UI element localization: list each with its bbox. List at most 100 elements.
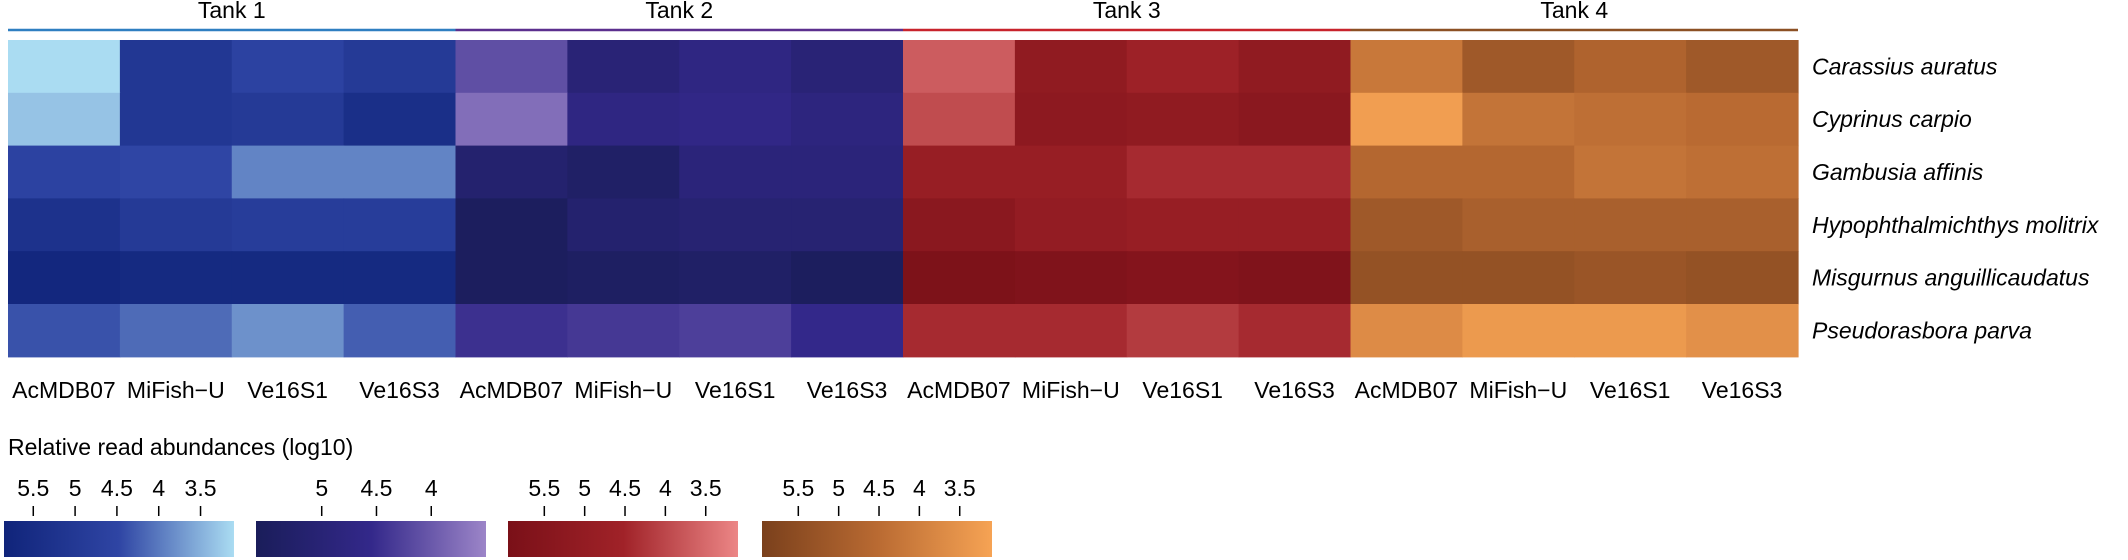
heatmap-cell bbox=[1350, 145, 1463, 199]
heatmap-cell bbox=[903, 198, 1016, 252]
heatmap-cell bbox=[1126, 304, 1240, 358]
heatmap-cell bbox=[8, 304, 121, 358]
heatmap-cell bbox=[791, 198, 904, 252]
heatmap-cell bbox=[8, 198, 121, 252]
legend-colorbar bbox=[508, 521, 738, 557]
primer-label: Ve16S1 bbox=[1590, 377, 1671, 403]
species-label: Hypophthalmichthys molitrix bbox=[1812, 212, 2100, 238]
legend-tick-label: 3.5 bbox=[185, 475, 217, 501]
heatmap-cell bbox=[1574, 92, 1687, 147]
heatmap-cell bbox=[1014, 40, 1128, 94]
heatmap-cell bbox=[567, 304, 680, 358]
heatmap-cell bbox=[1126, 198, 1240, 252]
heatmap-cell bbox=[1350, 304, 1463, 358]
heatmap-cell bbox=[567, 40, 680, 94]
heatmap-cell bbox=[791, 251, 904, 305]
heatmap-cell bbox=[1014, 251, 1128, 305]
heatmap-cell bbox=[903, 40, 1016, 94]
heatmap-cell bbox=[343, 145, 457, 199]
heatmap-cell bbox=[1238, 198, 1352, 252]
heatmap-cell bbox=[903, 145, 1016, 199]
legend-tick-label: 4.5 bbox=[609, 475, 641, 501]
heatmap-cell bbox=[231, 251, 345, 305]
primer-label: Ve16S3 bbox=[359, 377, 440, 403]
heatmap-cell bbox=[679, 304, 792, 358]
heatmap-cell bbox=[1126, 40, 1240, 94]
heatmap-cell bbox=[567, 145, 680, 199]
heatmap-cell bbox=[231, 40, 345, 94]
heatmap-cell bbox=[1238, 145, 1352, 199]
heatmap-cell bbox=[1014, 198, 1128, 252]
tank-header-label: Tank 3 bbox=[1093, 0, 1161, 23]
heatmap-cell bbox=[679, 145, 792, 199]
legend-tick-label: 4 bbox=[913, 475, 926, 501]
heatmap-cell bbox=[1126, 145, 1240, 199]
heatmap-cell bbox=[1238, 92, 1352, 147]
heatmap-cell bbox=[1462, 198, 1575, 252]
heatmap-cell bbox=[455, 304, 568, 358]
tank-header-label: Tank 1 bbox=[198, 0, 266, 23]
legend-tick-label: 4 bbox=[425, 475, 438, 501]
primer-label: Ve16S1 bbox=[1142, 377, 1223, 403]
heatmap-cell bbox=[679, 198, 792, 252]
heatmap-cell bbox=[1686, 40, 1799, 94]
heatmap-cell bbox=[1686, 92, 1799, 147]
primer-label: Ve16S3 bbox=[807, 377, 888, 403]
heatmap-cell bbox=[567, 251, 680, 305]
heatmap-cell bbox=[791, 145, 904, 199]
heatmap-cell bbox=[1014, 304, 1128, 358]
legend-tick-label: 5.5 bbox=[528, 475, 560, 501]
legend-tick-label: 5 bbox=[69, 475, 82, 501]
heatmap-cell bbox=[119, 40, 233, 94]
heatmap-cell bbox=[791, 40, 904, 94]
primer-label: Ve16S3 bbox=[1254, 377, 1335, 403]
heatmap-cell bbox=[8, 92, 121, 147]
heatmap-cell bbox=[1574, 251, 1687, 305]
heatmap-cell bbox=[119, 251, 233, 305]
heatmap-cell bbox=[1462, 251, 1575, 305]
species-label: Pseudorasbora parva bbox=[1812, 317, 2032, 343]
heatmap-cell bbox=[1462, 40, 1575, 94]
legend-tick-label: 4 bbox=[659, 475, 672, 501]
species-labels: Carassius auratus Cyprinus carpio Gambusia… bbox=[1812, 53, 2100, 343]
legend-tick-label: 5.5 bbox=[17, 475, 49, 501]
heatmap-cell bbox=[1574, 40, 1687, 94]
heatmap-cell bbox=[119, 304, 233, 358]
primer-label: MiFish−U bbox=[574, 377, 672, 403]
legend-colorbar bbox=[256, 521, 486, 557]
heatmap-cell bbox=[1686, 251, 1799, 305]
color-legends: 5.5 5 4.5 4 3.5 5 4.5 4 5.5 5 4.5 4 3.5 5.5 5 4.5 4 3.5 bbox=[4, 475, 992, 557]
heatmap-cell bbox=[231, 198, 345, 252]
legend-tick-label: 4.5 bbox=[360, 475, 392, 501]
heatmap-cell bbox=[455, 145, 568, 199]
heatmap-cell bbox=[1462, 145, 1575, 199]
heatmap-cell bbox=[567, 198, 680, 252]
heatmap-cell bbox=[119, 198, 233, 252]
heatmap-cell bbox=[231, 304, 345, 358]
legend-tick-label: 4 bbox=[152, 475, 165, 501]
heatmap-cell bbox=[903, 304, 1016, 358]
heatmap-cell bbox=[8, 251, 121, 305]
heatmap-cell bbox=[679, 40, 792, 94]
heatmap-cell bbox=[1238, 304, 1352, 358]
heatmap-cell bbox=[1014, 145, 1128, 199]
heatmap-cell bbox=[1686, 145, 1799, 199]
primer-label: AcMDB07 bbox=[460, 377, 564, 403]
heatmap-cell bbox=[679, 251, 792, 305]
heatmap-cell bbox=[343, 251, 457, 305]
legend-tick-label: 3.5 bbox=[690, 475, 722, 501]
heatmap-cell bbox=[1238, 40, 1352, 94]
legend-title: Relative read abundances (log10) bbox=[8, 434, 353, 460]
heatmap-cell bbox=[1126, 92, 1240, 147]
primer-label: AcMDB07 bbox=[1355, 377, 1459, 403]
tank-headers: Tank 1 Tank 2 Tank 3 Tank 4 bbox=[8, 0, 1798, 32]
heatmap-cell bbox=[1462, 92, 1575, 147]
legend-tick-label: 5 bbox=[578, 475, 591, 501]
heatmap-cell bbox=[455, 92, 568, 147]
heatmap-cell bbox=[1462, 304, 1575, 358]
legend-tick-label: 4.5 bbox=[863, 475, 895, 501]
primer-label: Ve16S1 bbox=[695, 377, 776, 403]
heatmap-cell bbox=[1350, 92, 1463, 147]
heatmap-cell bbox=[791, 304, 904, 358]
